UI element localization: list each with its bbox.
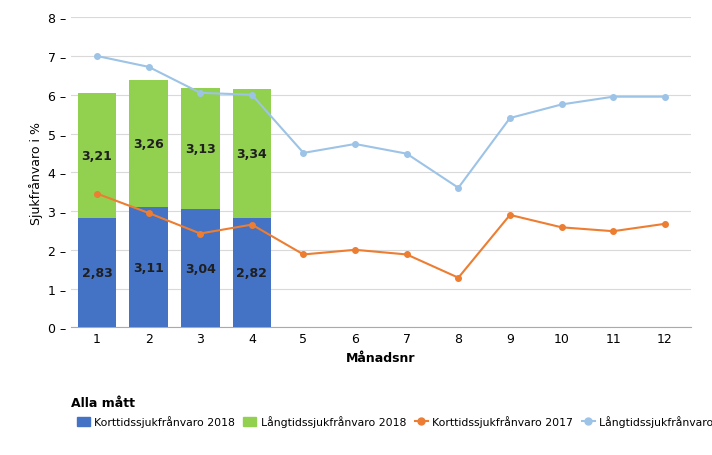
Text: 3,11: 3,11: [133, 261, 164, 274]
X-axis label: Månadsnr: Månadsnr: [346, 351, 416, 364]
Bar: [130, 81, 168, 207]
Bar: [233, 89, 271, 218]
Text: 2,83: 2,83: [82, 266, 112, 279]
Y-axis label: Sjukfrånvaro i %: Sjukfrånvaro i %: [28, 121, 43, 224]
Text: 3,04: 3,04: [185, 263, 216, 275]
Bar: [233, 218, 271, 328]
Bar: [181, 210, 219, 328]
Text: 3,34: 3,34: [236, 147, 267, 161]
Text: Alla mått: Alla mått: [71, 396, 135, 409]
Text: 2,82: 2,82: [236, 267, 267, 279]
Bar: [78, 94, 116, 218]
Text: 3,26: 3,26: [133, 138, 164, 151]
Bar: [181, 89, 219, 210]
Bar: [130, 207, 168, 328]
Legend: Korttidssjukfrånvaro 2018, Långtidssjukfrånvaro 2018, Korttidssjukfrånvaro 2017,: Korttidssjukfrånvaro 2018, Långtidssjukf…: [77, 415, 712, 427]
Bar: [78, 218, 116, 328]
Text: 3,13: 3,13: [185, 143, 216, 156]
Text: 3,21: 3,21: [82, 150, 112, 162]
